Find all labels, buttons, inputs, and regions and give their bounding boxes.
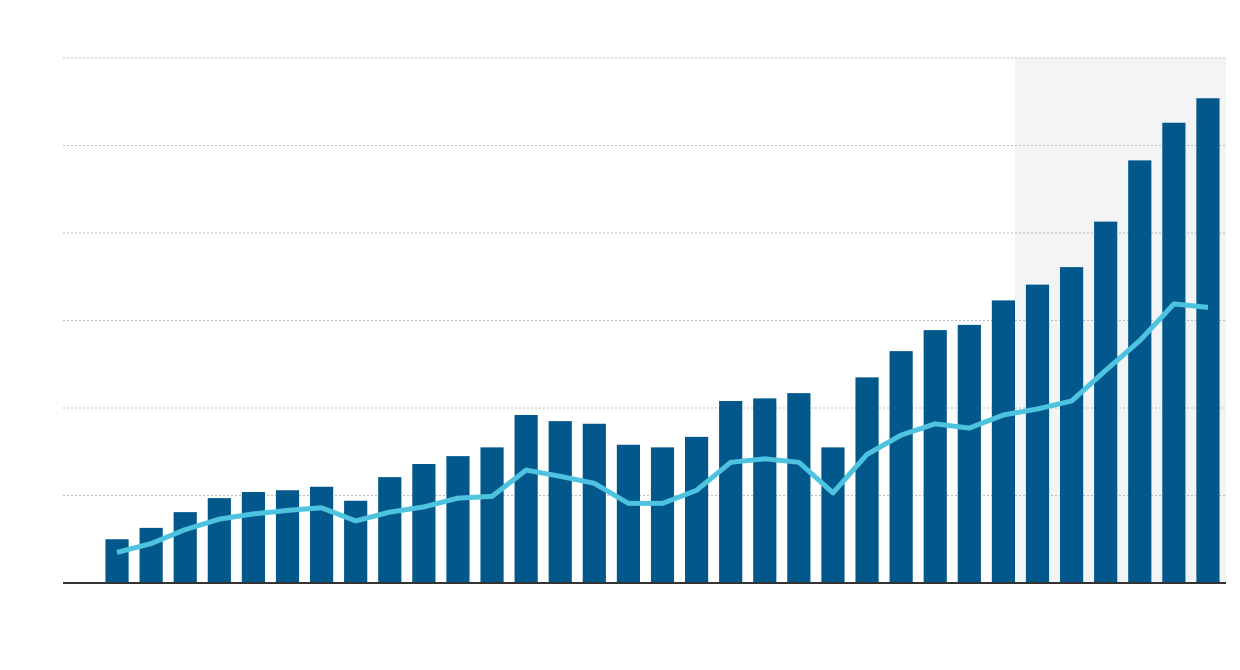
- line: [116, 301, 1209, 555]
- bar: [1162, 122, 1186, 583]
- bar: [923, 330, 947, 583]
- bar: [105, 539, 129, 583]
- bar: [207, 498, 231, 583]
- bar: [616, 444, 640, 583]
- bar: [719, 401, 743, 583]
- bar: [173, 512, 197, 583]
- bar: [310, 486, 334, 583]
- bar: [412, 464, 436, 583]
- bar: [1128, 160, 1152, 583]
- bar: [991, 300, 1015, 583]
- bar: [548, 421, 572, 583]
- bar: [378, 477, 402, 583]
- bar: [1094, 221, 1118, 583]
- bar: [241, 492, 265, 583]
- bar: [582, 423, 606, 583]
- bar: [787, 393, 811, 583]
- bar: [344, 500, 368, 583]
- bar: [821, 447, 845, 583]
- bar: [957, 324, 981, 583]
- bar: [685, 436, 709, 583]
- bar: [753, 398, 777, 583]
- bar: [1196, 98, 1220, 583]
- bar: [139, 527, 163, 583]
- bar: [650, 447, 675, 583]
- bar: [275, 490, 300, 583]
- bar: [1060, 267, 1084, 583]
- bar: [855, 377, 879, 583]
- bar: [1025, 284, 1050, 583]
- bar: [889, 351, 913, 583]
- bar: [514, 415, 538, 583]
- bar: [446, 456, 470, 583]
- bar: [480, 447, 504, 583]
